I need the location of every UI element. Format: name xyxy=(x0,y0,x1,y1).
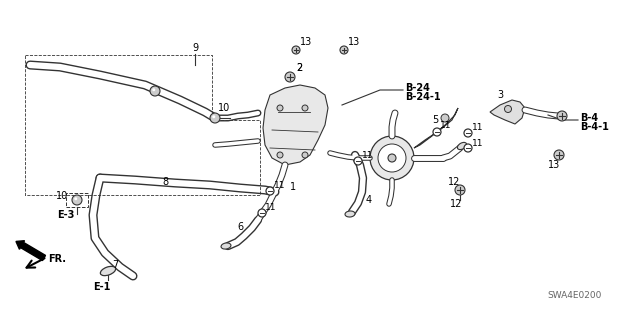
Text: 8: 8 xyxy=(162,177,168,187)
Circle shape xyxy=(464,144,472,152)
Text: 11: 11 xyxy=(362,151,374,160)
Circle shape xyxy=(554,150,564,160)
Circle shape xyxy=(277,105,283,111)
Text: 3: 3 xyxy=(497,90,503,100)
Circle shape xyxy=(302,105,308,111)
Circle shape xyxy=(285,72,295,82)
Circle shape xyxy=(378,144,406,172)
Circle shape xyxy=(557,111,567,121)
Circle shape xyxy=(340,46,348,54)
Text: 12: 12 xyxy=(450,199,462,209)
Text: FR.: FR. xyxy=(48,254,66,264)
Circle shape xyxy=(72,195,82,205)
Text: 12: 12 xyxy=(448,177,460,187)
Circle shape xyxy=(441,114,449,122)
Circle shape xyxy=(433,128,441,136)
Bar xyxy=(66,193,88,207)
Text: 7: 7 xyxy=(112,260,118,270)
Text: 2: 2 xyxy=(296,63,302,73)
Text: 9: 9 xyxy=(192,43,198,53)
Text: 11: 11 xyxy=(440,121,451,130)
Text: 4: 4 xyxy=(366,195,372,205)
Ellipse shape xyxy=(458,142,467,150)
Text: SWA4E0200: SWA4E0200 xyxy=(548,291,602,300)
Text: 11: 11 xyxy=(472,122,483,131)
Text: 11: 11 xyxy=(472,138,483,147)
FancyArrow shape xyxy=(16,241,45,261)
Text: 13: 13 xyxy=(548,160,560,170)
Ellipse shape xyxy=(345,211,355,217)
Circle shape xyxy=(266,187,274,195)
Text: 11: 11 xyxy=(265,203,276,211)
Circle shape xyxy=(74,197,77,200)
Circle shape xyxy=(370,136,414,180)
Ellipse shape xyxy=(100,266,116,276)
Text: 13: 13 xyxy=(300,37,312,47)
Text: B-24-1: B-24-1 xyxy=(405,92,440,102)
Text: E-1: E-1 xyxy=(93,282,110,292)
Text: 5: 5 xyxy=(432,115,438,125)
Polygon shape xyxy=(490,100,525,124)
Circle shape xyxy=(277,152,283,158)
Text: 13: 13 xyxy=(348,37,360,47)
Circle shape xyxy=(292,46,300,54)
Circle shape xyxy=(302,152,308,158)
Circle shape xyxy=(504,106,511,113)
Circle shape xyxy=(210,113,220,123)
Text: E-3: E-3 xyxy=(57,210,74,220)
Circle shape xyxy=(152,88,156,91)
Text: 10: 10 xyxy=(56,191,68,201)
Text: 11: 11 xyxy=(274,181,285,189)
Text: 10: 10 xyxy=(218,103,230,113)
Circle shape xyxy=(258,209,266,217)
Circle shape xyxy=(464,129,472,137)
Circle shape xyxy=(455,185,465,195)
Text: 2: 2 xyxy=(296,63,302,73)
Polygon shape xyxy=(263,85,328,165)
Ellipse shape xyxy=(221,243,231,249)
Circle shape xyxy=(212,115,215,118)
Circle shape xyxy=(354,157,362,165)
Text: 6: 6 xyxy=(237,222,243,232)
Circle shape xyxy=(388,154,396,162)
Text: 1: 1 xyxy=(290,182,296,192)
Polygon shape xyxy=(414,108,458,148)
Text: B-4-1: B-4-1 xyxy=(580,122,609,132)
Text: B-24: B-24 xyxy=(405,83,430,93)
Text: B-4: B-4 xyxy=(580,113,598,123)
Circle shape xyxy=(150,86,160,96)
